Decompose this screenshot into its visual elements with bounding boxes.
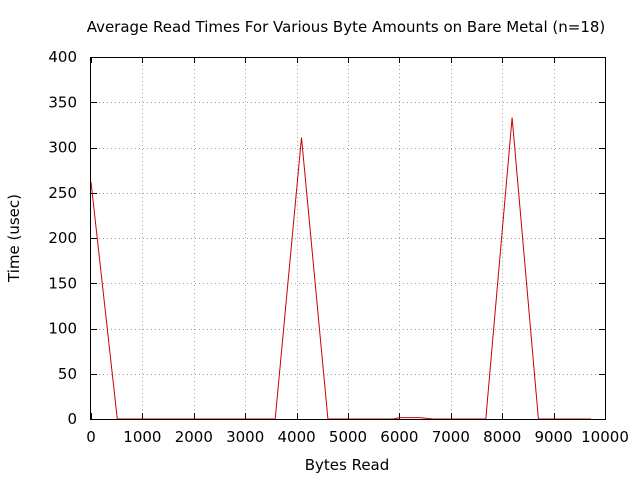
plot-frame xyxy=(90,57,606,420)
x-tick-label: 1000 xyxy=(123,428,161,446)
x-tick-label: 4000 xyxy=(278,428,316,446)
y-tick-label: 100 xyxy=(48,320,77,338)
y-tick-label: 150 xyxy=(48,274,77,292)
y-tick-label: 250 xyxy=(48,184,77,202)
y-tick-label: 50 xyxy=(58,365,77,383)
x-tick-label: 8000 xyxy=(483,428,521,446)
series-line xyxy=(90,117,591,420)
x-tick-label: 7000 xyxy=(432,428,470,446)
x-tick-label: 10000 xyxy=(581,428,629,446)
y-tick-label: 350 xyxy=(48,93,77,111)
y-tick-label: 200 xyxy=(48,229,77,247)
y-tick-label: 300 xyxy=(48,139,77,157)
y-tick-label: 400 xyxy=(48,48,77,66)
grid xyxy=(91,57,605,419)
y-axis-label: Time (usec) xyxy=(5,194,23,283)
x-tick-label: 6000 xyxy=(380,428,418,446)
x-axis-label: Bytes Read xyxy=(305,456,390,474)
y-tick-label: 0 xyxy=(67,410,77,428)
x-tick-label: 2000 xyxy=(175,428,213,446)
x-tick-label: 0 xyxy=(86,428,96,446)
chart-title: Average Read Times For Various Byte Amou… xyxy=(87,18,606,36)
x-tick-label: 5000 xyxy=(329,428,367,446)
tick-labels: 0 1000 2000 3000 4000 5000 6000 7000 8000 9000 100… xyxy=(48,48,629,446)
series-group xyxy=(90,117,591,420)
x-tick-label: 9000 xyxy=(535,428,573,446)
x-tick-label: 3000 xyxy=(226,428,264,446)
